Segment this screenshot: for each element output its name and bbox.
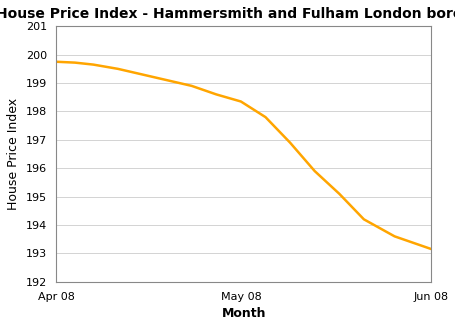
Y-axis label: House Price Index: House Price Index xyxy=(7,98,20,210)
Title: House Price Index - Hammersmith and Fulham London borough: House Price Index - Hammersmith and Fulh… xyxy=(0,7,455,21)
X-axis label: Month: Month xyxy=(221,307,266,320)
